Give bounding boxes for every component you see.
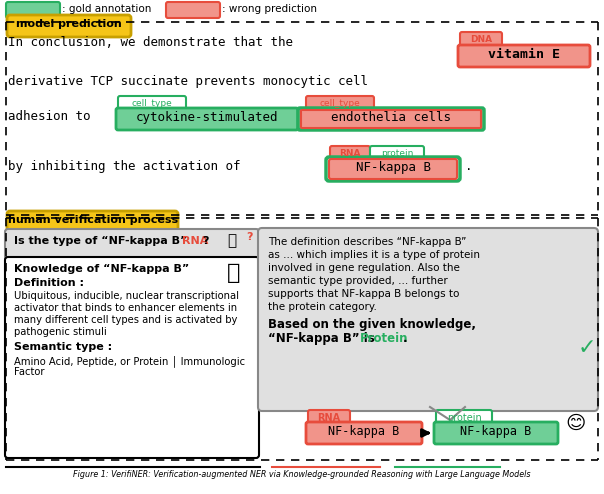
Text: .: .: [403, 332, 408, 345]
FancyBboxPatch shape: [329, 159, 457, 179]
FancyBboxPatch shape: [330, 146, 370, 162]
Text: The definition describes “NF-kappa B”: The definition describes “NF-kappa B”: [268, 237, 466, 247]
Text: involved in gene regulation. Also the: involved in gene regulation. Also the: [268, 263, 460, 273]
Text: NF-kappa B: NF-kappa B: [356, 161, 431, 174]
Text: : wrong prediction: : wrong prediction: [222, 4, 317, 14]
Text: model prediction: model prediction: [16, 19, 122, 29]
Text: human verification process: human verification process: [8, 215, 178, 225]
Text: activator that binds to enhancer elements in: activator that binds to enhancer element…: [14, 303, 237, 313]
Text: NF-kappa B: NF-kappa B: [329, 425, 400, 438]
Text: ?: ?: [202, 236, 208, 246]
FancyBboxPatch shape: [370, 146, 424, 162]
Text: by inhibiting the activation of: by inhibiting the activation of: [8, 160, 240, 173]
FancyBboxPatch shape: [301, 110, 481, 128]
FancyBboxPatch shape: [118, 96, 186, 112]
Text: vitamin E: vitamin E: [488, 48, 560, 61]
Text: protein: protein: [446, 413, 481, 423]
Text: Figure 1: VerifiNER: Verification-augmented NER via Knowledge-grounded Reasoning: Figure 1: VerifiNER: Verification-augmen…: [73, 470, 531, 479]
Text: Is the type of “NF-kappa B”: Is the type of “NF-kappa B”: [14, 236, 191, 246]
Text: In conclusion, we demonstrate that the: In conclusion, we demonstrate that the: [8, 36, 293, 49]
FancyBboxPatch shape: [434, 422, 558, 444]
Text: cell_type: cell_type: [320, 99, 361, 108]
FancyBboxPatch shape: [166, 2, 220, 18]
Text: cell_type: cell_type: [132, 99, 172, 108]
Text: 🗄: 🗄: [227, 263, 240, 283]
Text: Amino Acid, Peptide, or Protein │ Immunologic: Amino Acid, Peptide, or Protein │ Immuno…: [14, 355, 245, 367]
FancyBboxPatch shape: [308, 410, 350, 427]
Text: many different cell types and is activated by: many different cell types and is activat…: [14, 315, 237, 325]
Text: derivative TCP succinate prevents monocytic cell: derivative TCP succinate prevents monocy…: [8, 75, 368, 88]
FancyBboxPatch shape: [298, 108, 484, 130]
Text: RNA: RNA: [182, 236, 208, 246]
Text: Protein: Protein: [360, 332, 408, 345]
Text: pathogenic stimuli: pathogenic stimuli: [14, 327, 107, 337]
FancyBboxPatch shape: [7, 211, 178, 233]
Text: Factor: Factor: [14, 367, 45, 377]
FancyBboxPatch shape: [306, 422, 422, 444]
FancyBboxPatch shape: [436, 410, 492, 427]
Text: Definition :: Definition :: [14, 278, 84, 288]
FancyBboxPatch shape: [5, 257, 259, 458]
Text: 🤔: 🤔: [228, 233, 237, 248]
Text: ✓: ✓: [578, 338, 597, 358]
Text: : gold annotation: : gold annotation: [62, 4, 152, 14]
Text: Semantic type :: Semantic type :: [14, 342, 112, 352]
Text: endothelia cells: endothelia cells: [331, 111, 451, 124]
Text: adhesion to: adhesion to: [8, 110, 91, 123]
FancyBboxPatch shape: [7, 15, 131, 37]
FancyBboxPatch shape: [306, 96, 374, 112]
Text: NF-kappa B: NF-kappa B: [460, 425, 532, 438]
Text: Knowledge of “NF-kappa B”: Knowledge of “NF-kappa B”: [14, 264, 189, 274]
Text: as ... which implies it is a type of protein: as ... which implies it is a type of pro…: [268, 250, 480, 260]
Text: “NF-kappa B” is: “NF-kappa B” is: [268, 332, 379, 345]
FancyBboxPatch shape: [5, 229, 259, 259]
FancyBboxPatch shape: [6, 2, 60, 18]
Text: Based on the given knowledge,: Based on the given knowledge,: [268, 318, 476, 331]
FancyBboxPatch shape: [258, 228, 598, 411]
Text: cytokine-stimulated: cytokine-stimulated: [136, 111, 278, 124]
Text: Ubiquitous, inducible, nuclear transcriptional: Ubiquitous, inducible, nuclear transcrip…: [14, 291, 239, 301]
Text: ?: ?: [246, 232, 252, 242]
Text: DNA: DNA: [470, 35, 492, 44]
Text: the protein category.: the protein category.: [268, 302, 377, 312]
FancyBboxPatch shape: [326, 157, 460, 181]
Text: supports that NF-kappa B belongs to: supports that NF-kappa B belongs to: [268, 289, 460, 299]
Text: protein: protein: [381, 149, 413, 158]
Text: semantic type provided, ... further: semantic type provided, ... further: [268, 276, 448, 286]
Text: RNA: RNA: [339, 149, 361, 158]
Text: RNA: RNA: [318, 413, 341, 423]
FancyBboxPatch shape: [460, 32, 502, 48]
FancyBboxPatch shape: [116, 108, 298, 130]
FancyBboxPatch shape: [458, 45, 590, 67]
Text: .: .: [465, 160, 472, 173]
Text: 😊: 😊: [566, 414, 586, 433]
